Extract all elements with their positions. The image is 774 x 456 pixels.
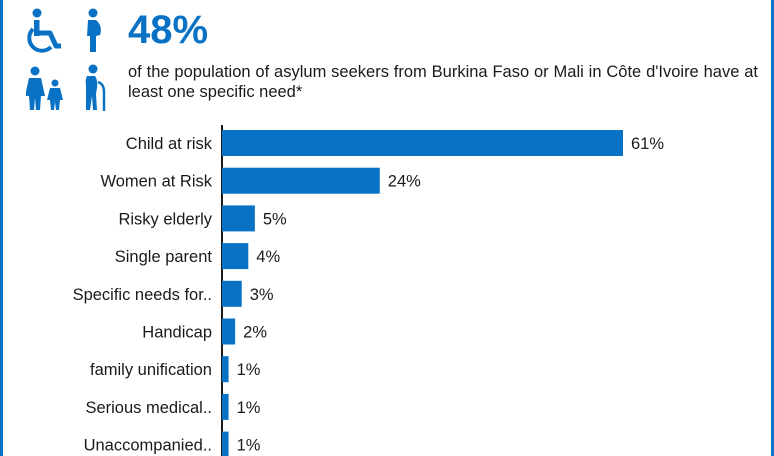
category-label: Single parent xyxy=(115,248,213,266)
category-label: Unaccompanied.. xyxy=(84,437,212,455)
bar xyxy=(222,393,229,420)
bar xyxy=(222,167,380,194)
value-label: 1% xyxy=(237,437,261,455)
value-label: 3% xyxy=(250,286,274,304)
value-label: 1% xyxy=(237,361,261,379)
elderly-person-icon xyxy=(85,64,106,111)
bar xyxy=(222,280,242,307)
bar xyxy=(222,356,229,383)
value-label: 4% xyxy=(256,248,280,266)
bar xyxy=(222,431,229,456)
category-label: Child at risk xyxy=(126,135,213,153)
headline-percentage: 48% xyxy=(128,8,209,52)
category-label: Women at Risk xyxy=(100,173,212,191)
bar xyxy=(222,243,249,270)
wheelchair-icon xyxy=(27,8,61,53)
category-label: Risky elderly xyxy=(118,210,212,228)
value-label: 2% xyxy=(243,324,267,342)
headline-description: of the population of asylum seekers from… xyxy=(128,63,758,101)
bar xyxy=(222,205,255,232)
value-label: 1% xyxy=(237,399,261,417)
pregnant-woman-icon xyxy=(87,8,101,52)
value-label: 5% xyxy=(263,210,287,228)
value-label: 24% xyxy=(388,173,421,191)
bar xyxy=(222,130,623,156)
category-label: family unification xyxy=(90,361,212,379)
category-label: Specific needs for.. xyxy=(73,286,212,304)
bar xyxy=(222,318,236,345)
value-label: 61% xyxy=(631,135,664,153)
category-label: Handicap xyxy=(142,324,212,342)
parent-child-icon xyxy=(26,66,63,110)
category-label: Serious medical.. xyxy=(85,399,212,417)
